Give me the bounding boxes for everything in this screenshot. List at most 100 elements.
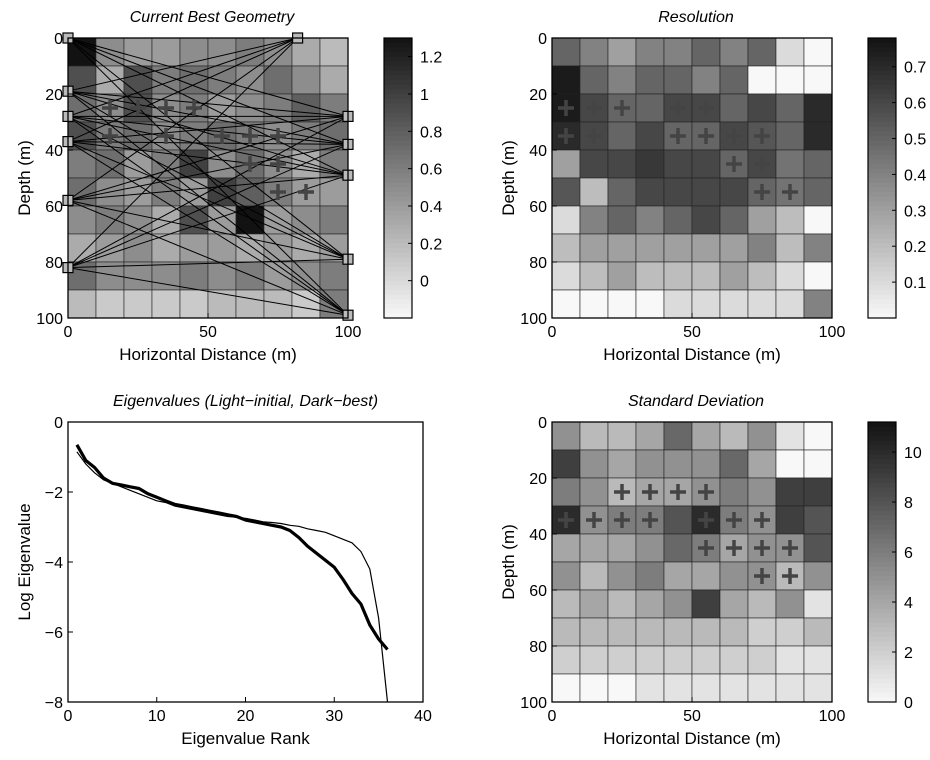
heatmap-cell [579, 261, 609, 291]
colorbar-swatch [868, 604, 896, 610]
heatmap-cell [775, 645, 805, 675]
heatmap-cell [579, 645, 609, 675]
x-axis-label: Horizontal Distance (m) [603, 345, 781, 364]
colorbar-swatch [868, 271, 896, 277]
heatmap-cell [803, 65, 833, 95]
heatmap-cell [635, 261, 665, 291]
ray-path [67, 37, 349, 145]
colorbar-swatch [868, 646, 896, 652]
x-axis-label: Horizontal Distance (m) [603, 729, 781, 748]
heatmap-cell [719, 421, 749, 451]
colorbar-swatch [868, 641, 896, 647]
colorbar-swatch [384, 280, 412, 286]
heatmap-cell [123, 149, 153, 179]
colorbar-swatch [868, 38, 896, 44]
plus-marker [102, 100, 118, 116]
plus-marker [270, 128, 286, 144]
colorbar-swatch [384, 70, 412, 76]
heatmap-cell [803, 233, 833, 263]
ray-path [67, 37, 298, 268]
chart-title: Standard Deviation [628, 393, 764, 410]
colorbar-swatch [868, 126, 896, 132]
colorbar-tick-label: 0.2 [420, 236, 442, 253]
colorbar-tick-label: 4 [904, 595, 913, 612]
heatmap-cell [747, 261, 777, 291]
heatmap-cell [635, 177, 665, 207]
colorbar-swatch [384, 285, 412, 291]
colorbar-tick-label: 0.5 [904, 132, 926, 149]
colorbar-swatch [868, 510, 896, 516]
plus-marker [586, 128, 602, 144]
colorbar-swatch [868, 464, 896, 470]
heatmap-cell [747, 93, 777, 123]
colorbar-swatch [384, 248, 412, 254]
colorbar-swatch [868, 280, 896, 286]
colorbar-swatch [868, 566, 896, 572]
ray-path [67, 199, 349, 316]
x-tick-label: 20 [237, 708, 255, 725]
colorbar-swatch [868, 436, 896, 442]
colorbar-swatch [868, 515, 896, 521]
plus-marker [726, 540, 742, 556]
heatmap-cell [747, 645, 777, 675]
heatmap-cell [235, 65, 265, 95]
heatmap-cell [775, 233, 805, 263]
y-tick-label: 0 [54, 415, 63, 432]
heatmap-cell [691, 561, 721, 591]
plus-marker [754, 184, 770, 200]
colorbar-tick-label: 0 [420, 274, 429, 291]
colorbar-swatch [384, 145, 412, 151]
heatmap-cell [691, 617, 721, 647]
x-tick-label: 100 [335, 324, 362, 341]
colorbar-swatch [384, 140, 412, 146]
ray-path [67, 37, 349, 260]
heatmap-cell [803, 289, 833, 319]
heatmap-cell [607, 149, 637, 179]
heatmap-cell [691, 205, 721, 235]
heatmap-cell [803, 561, 833, 591]
heatmap-cell [635, 617, 665, 647]
ray-path [67, 90, 349, 176]
ray-path [67, 141, 349, 260]
heatmap-cell [319, 65, 349, 95]
colorbar-swatch [868, 562, 896, 568]
x-tick-label: 0 [548, 708, 557, 725]
heatmap-cell [803, 149, 833, 179]
y-tick-label: 20 [45, 87, 63, 104]
heatmap-cell [663, 289, 693, 319]
heatmap-cell [551, 673, 581, 703]
y-tick-label: 0 [54, 31, 63, 48]
heatmap-cell [123, 289, 153, 319]
heatmap-cell [551, 65, 581, 95]
heatmap-cell [691, 589, 721, 619]
ray-path [67, 37, 298, 92]
colorbar-swatch [868, 220, 896, 226]
colorbar-tick-label: 6 [904, 545, 913, 562]
heatmap-cell [579, 449, 609, 479]
plus-marker [214, 128, 230, 144]
colorbar-swatch [384, 210, 412, 216]
heatmap-cell [635, 205, 665, 235]
colorbar-swatch [868, 98, 896, 104]
ray-path [67, 90, 349, 117]
series-line-best [75, 444, 389, 651]
heatmap-cell [635, 645, 665, 675]
plus-marker [242, 128, 258, 144]
colorbar-swatch [868, 613, 896, 619]
colorbar-swatch [868, 47, 896, 53]
colorbar-swatch [384, 168, 412, 174]
heatmap-cell [607, 673, 637, 703]
ray-path [67, 37, 349, 176]
colorbar-swatch [868, 636, 896, 642]
plus-marker [726, 156, 742, 172]
heatmap-cell [607, 233, 637, 263]
colorbar-swatch [868, 692, 896, 698]
heatmap-cell [775, 149, 805, 179]
heatmap-cell [719, 177, 749, 207]
heatmap-cell [635, 37, 665, 67]
heatmap-cell [691, 449, 721, 479]
colorbar-swatch [868, 75, 896, 81]
colorbar-swatch [868, 557, 896, 563]
ray-path [67, 37, 349, 117]
colorbar-swatch [384, 299, 412, 305]
